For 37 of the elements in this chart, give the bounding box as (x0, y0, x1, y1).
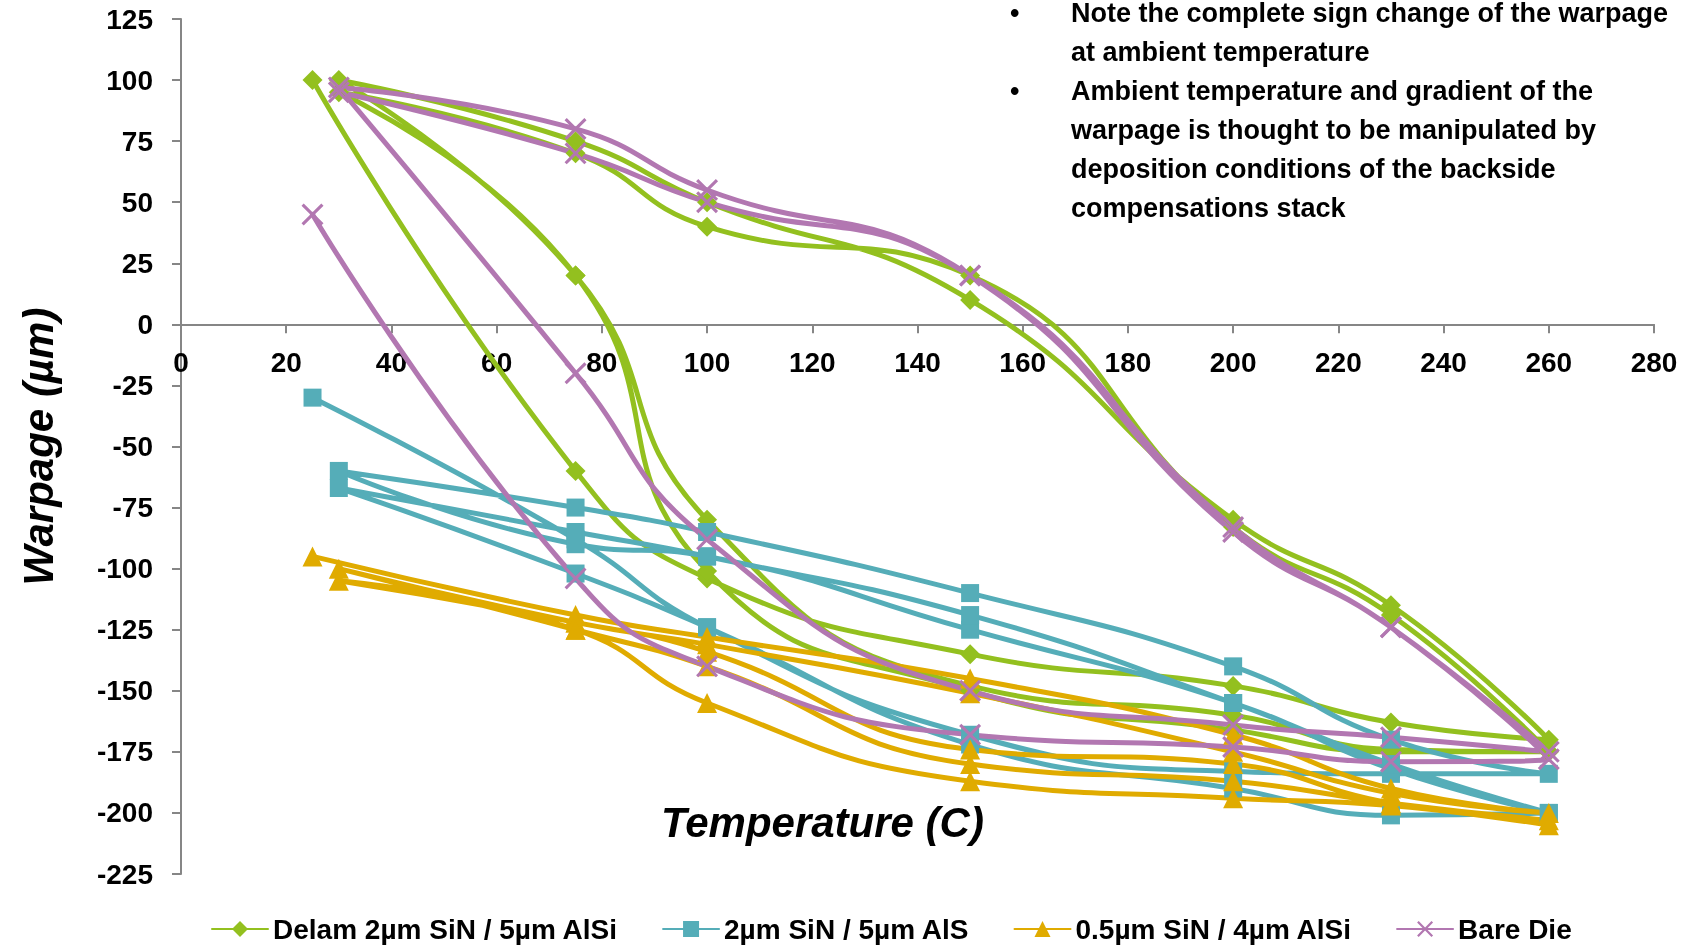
y-axis-title: Warpage (µm) (14, 307, 62, 586)
x-tick-label: 140 (894, 346, 941, 378)
legend-label: 0.5µm SiN / 4µm AlSi (1075, 913, 1352, 945)
x-tick-label: 160 (999, 346, 1047, 378)
y-tick-label: 125 (106, 3, 153, 35)
y-tick-label: 0 (137, 308, 153, 340)
x-tick-label: 220 (1315, 346, 1362, 378)
y-tick-label: 100 (106, 64, 153, 96)
x-tick-label: 20 (270, 346, 302, 378)
x-tick-label: 240 (1420, 346, 1467, 378)
y-tick-label: -175 (96, 736, 153, 768)
text: • Note the complete sign change of the warpage at ambient temperature (1010, 0, 1669, 67)
x-tick-label: 200 (1209, 346, 1257, 378)
x-tick-label: 80 (586, 346, 618, 378)
y-tick-label: 75 (121, 125, 153, 157)
x-tick-label: 40 (375, 346, 408, 378)
y-tick-label: 25 (121, 247, 153, 279)
x-tick-label: 180 (1104, 346, 1152, 378)
legend-label: Delam 2µm SiN / 5µm AlSi (273, 913, 618, 945)
y-tick-label: -125 (96, 614, 153, 646)
x-tick-label: 280 (1630, 346, 1678, 378)
y-tick-label: -25 (112, 369, 153, 401)
x-axis-title: Temperature (C) (661, 798, 984, 846)
x-tick-label: 260 (1525, 346, 1573, 378)
y-tick-label: 50 (121, 186, 153, 218)
x-tick-label: 120 (788, 346, 836, 378)
legend-label: 2µm SiN / 5µm AlS (724, 913, 969, 945)
legend-label: Bare Die (1458, 913, 1572, 945)
text: • Ambient temperature and gradient of the warpage is thought to be manipulated by deposition conditions of the backside compensations stack (1010, 76, 1597, 223)
y-tick-label: -75 (112, 492, 153, 524)
x-tick-label: 100 (683, 346, 731, 378)
y-tick-label: -200 (96, 797, 153, 829)
y-tick-label: -50 (112, 431, 153, 462)
y-tick-label: -100 (96, 553, 153, 585)
x-tick-label: 0 (173, 346, 189, 378)
y-tick-label: -225 (96, 858, 153, 890)
y-tick-label: -150 (96, 675, 153, 707)
